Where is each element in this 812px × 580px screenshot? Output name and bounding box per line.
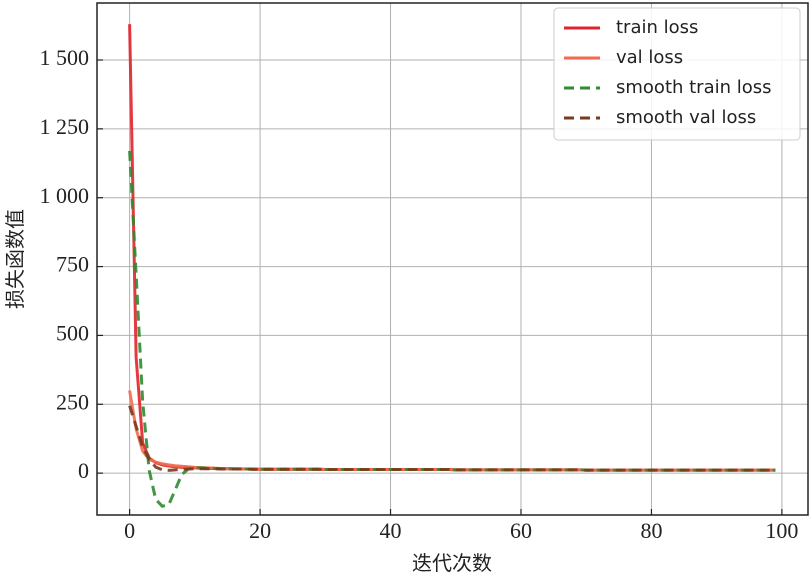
legend-label: smooth train loss: [616, 77, 772, 98]
y-tick-label: 250: [56, 389, 89, 414]
series-line: [128, 405, 776, 472]
series-line: [128, 150, 776, 508]
y-tick-label: 1 500: [40, 45, 90, 70]
y-axis-label: 损失函数值: [3, 209, 27, 309]
x-axis-label: 迭代次数: [412, 551, 492, 575]
x-tick-label: 80: [640, 518, 662, 543]
x-tick-label: 20: [249, 518, 271, 543]
plot: [128, 24, 776, 508]
y-tick-label: 750: [56, 252, 89, 277]
y-tick-label: 0: [78, 458, 89, 483]
x-tick-label: 40: [380, 518, 402, 543]
legend-box: [553, 7, 801, 141]
x-tick-label: 100: [765, 518, 798, 543]
legend-label: train loss: [616, 17, 698, 38]
y-tick-label: 500: [56, 320, 89, 345]
x-tick-label: 60: [510, 518, 532, 543]
y-tick-label: 1 250: [40, 114, 90, 139]
legend-label: val loss: [616, 47, 683, 68]
y-tick-label: 1 000: [40, 183, 90, 208]
plot-frame: [96, 2, 809, 516]
legend-label: smooth val loss: [616, 107, 756, 128]
x-tick-label: 0: [124, 518, 135, 543]
legend: train loss val loss smooth train loss smoot…: [553, 7, 801, 141]
series-line: [128, 390, 776, 472]
